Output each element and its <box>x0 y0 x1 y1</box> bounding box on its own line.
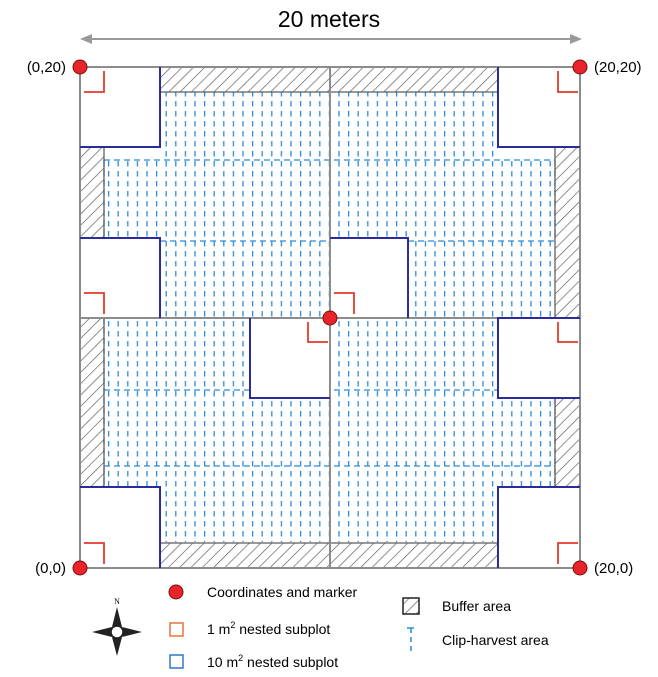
legend-marker-label: Coordinates and marker <box>207 584 358 600</box>
coordinate-markers <box>72 59 588 576</box>
subplot-squares <box>80 67 580 568</box>
compass-rose-icon: N <box>92 597 142 656</box>
corner-label-bottom-left: (0,0) <box>35 560 66 577</box>
marker-top-right <box>572 59 588 75</box>
legend: Coordinates and marker 1 m2 nested subpl… <box>168 584 549 670</box>
legend-10m-subplot-label: 10 m2 nested subplot <box>207 653 338 670</box>
marker-top-left <box>72 59 88 75</box>
legend-clip-harvest-label: Clip-harvest area <box>442 632 549 648</box>
legend-buffer-icon <box>402 597 420 615</box>
corner-label-top-left: (0,20) <box>27 59 66 76</box>
subplot-10m-outlines <box>80 67 580 568</box>
corner-label-top-right: (20,20) <box>594 59 642 76</box>
legend-clip-harvest-icon <box>407 627 414 651</box>
legend-marker-icon <box>168 584 184 600</box>
marker-bottom-left <box>72 560 88 576</box>
legend-1m-subplot-icon <box>169 622 184 637</box>
legend-buffer-label: Buffer area <box>442 598 511 614</box>
legend-1m-subplot-label: 1 m2 nested subplot <box>207 620 330 637</box>
subplot-1m-outlines <box>84 71 578 564</box>
corner-label-bottom-right: (20,0) <box>594 560 633 577</box>
compass-north-label: N <box>114 597 120 606</box>
width-dimension-arrow <box>80 34 582 44</box>
marker-bottom-right <box>572 560 588 576</box>
plot-width-title: 20 meters <box>278 6 380 32</box>
legend-10m-subplot-icon <box>169 654 184 669</box>
clip-harvest-area <box>103 92 556 542</box>
marker-center <box>322 310 338 326</box>
